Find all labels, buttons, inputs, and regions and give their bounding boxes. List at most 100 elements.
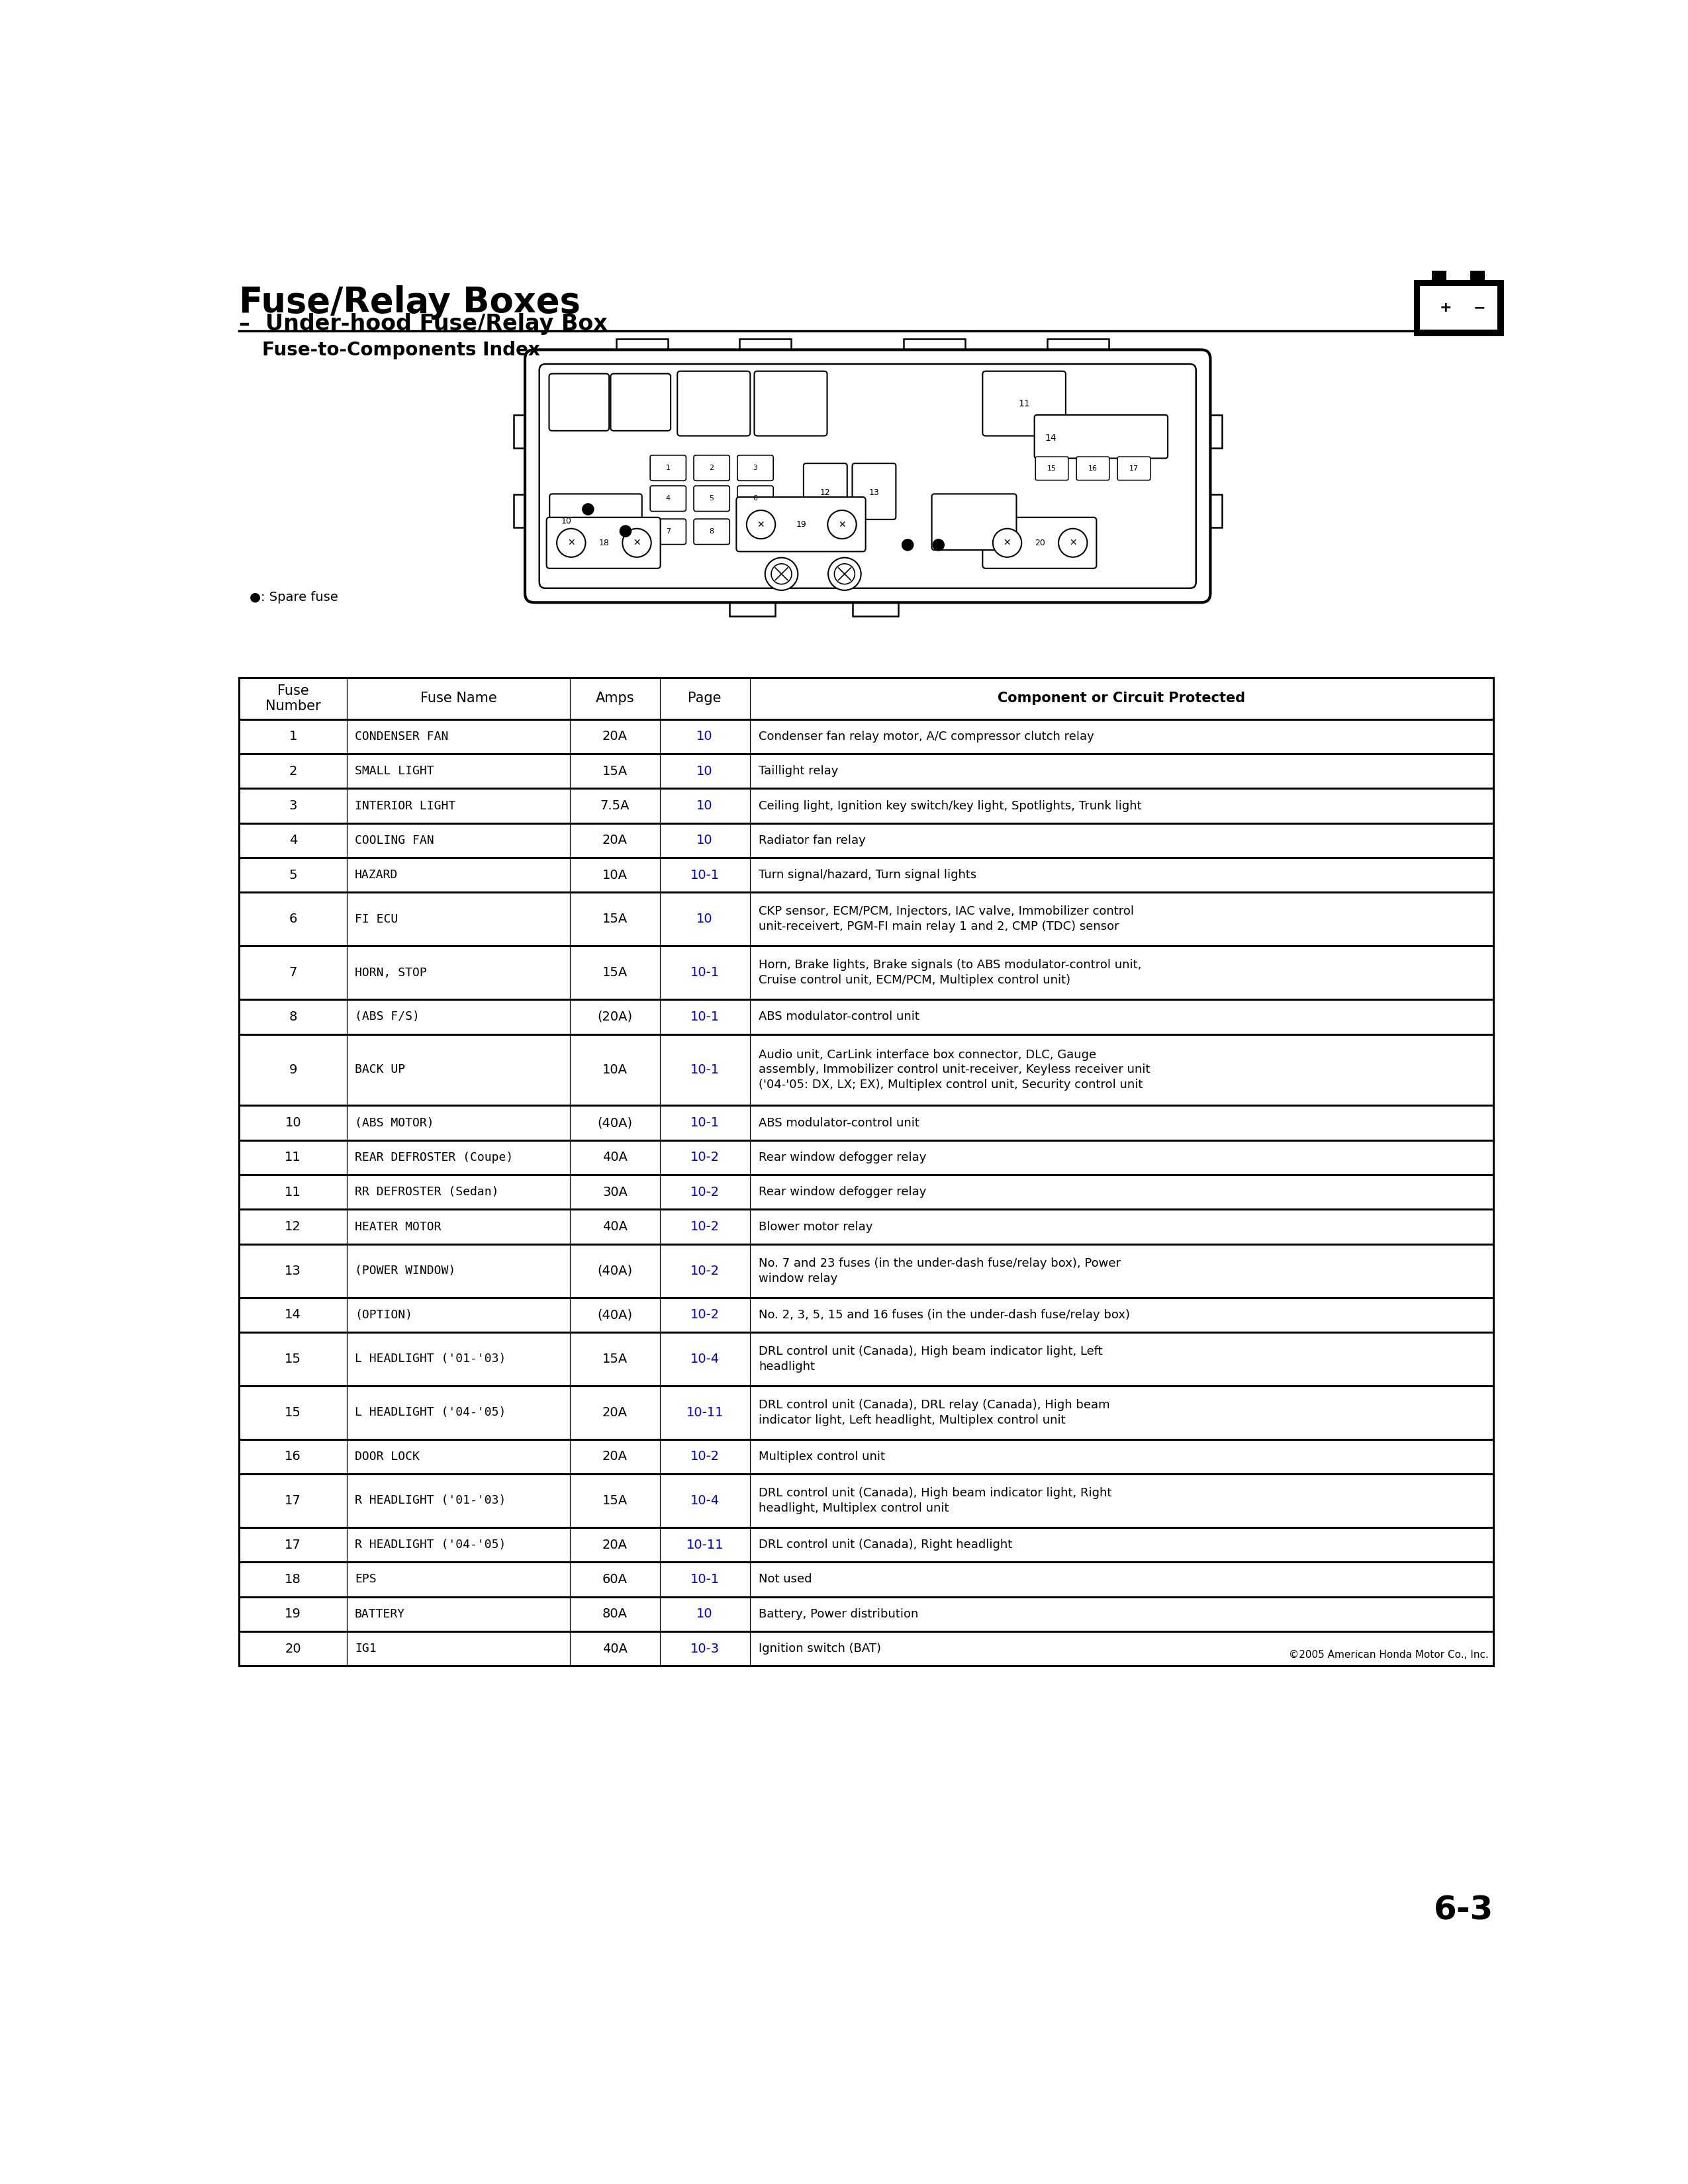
Text: 4: 4 — [289, 834, 297, 847]
Text: Blower motor relay: Blower motor relay — [760, 1221, 873, 1232]
Text: 18: 18 — [285, 1572, 300, 1586]
Text: 30A: 30A — [603, 1186, 628, 1199]
Text: 5: 5 — [289, 869, 297, 882]
Text: 40A: 40A — [603, 1642, 628, 1655]
Text: Battery, Power distribution: Battery, Power distribution — [760, 1607, 918, 1621]
Text: 18: 18 — [599, 539, 609, 548]
Text: CKP sensor, ECM/PCM, Injectors, IAC valve, Immobilizer control
unit-receivert, P: CKP sensor, ECM/PCM, Injectors, IAC valv… — [760, 906, 1134, 933]
Text: No. 2, 3, 5, 15 and 16 fuses (in the under-dash fuse/relay box): No. 2, 3, 5, 15 and 16 fuses (in the und… — [760, 1308, 1131, 1321]
FancyBboxPatch shape — [982, 518, 1097, 568]
Text: 10A: 10A — [603, 1064, 628, 1077]
Text: BATTERY: BATTERY — [354, 1607, 405, 1621]
FancyBboxPatch shape — [903, 339, 966, 360]
Text: Fuse Name: Fuse Name — [420, 692, 496, 705]
Text: 8: 8 — [709, 529, 714, 535]
Text: Fuse-to-Components Index: Fuse-to-Components Index — [262, 341, 540, 360]
Text: +: + — [1440, 301, 1452, 314]
Bar — [1420, 286, 1497, 330]
Bar — [1431, 271, 1447, 280]
Text: 10-2: 10-2 — [690, 1265, 719, 1278]
Text: (ABS MOTOR): (ABS MOTOR) — [354, 1116, 434, 1129]
Bar — [1415, 280, 1504, 336]
Text: DRL control unit (Canada), High beam indicator light, Left
headlight: DRL control unit (Canada), High beam ind… — [760, 1345, 1102, 1372]
Text: ✕: ✕ — [567, 537, 576, 548]
Text: 10-1: 10-1 — [690, 1064, 719, 1077]
Text: 10: 10 — [697, 1607, 712, 1621]
Text: 10-3: 10-3 — [690, 1642, 719, 1655]
Text: 14: 14 — [1045, 432, 1057, 443]
Text: 20A: 20A — [603, 834, 628, 847]
Circle shape — [619, 524, 631, 537]
FancyBboxPatch shape — [513, 494, 535, 529]
Text: 2: 2 — [289, 764, 297, 778]
Text: 8: 8 — [289, 1011, 297, 1022]
Text: 6-3: 6-3 — [1433, 1894, 1494, 1926]
Text: L HEADLIGHT ('01-'03): L HEADLIGHT ('01-'03) — [354, 1354, 506, 1365]
Text: Condenser fan relay motor, A/C compressor clutch relay: Condenser fan relay motor, A/C compresso… — [760, 732, 1094, 743]
Text: 20A: 20A — [603, 1450, 628, 1463]
Text: 10: 10 — [285, 1116, 300, 1129]
Text: 60A: 60A — [603, 1572, 628, 1586]
Text: L HEADLIGHT ('04-'05): L HEADLIGHT ('04-'05) — [354, 1406, 506, 1417]
Text: 15: 15 — [285, 1352, 302, 1365]
Text: 7: 7 — [665, 529, 670, 535]
Text: −: − — [1474, 301, 1485, 314]
Text: 15A: 15A — [603, 764, 628, 778]
FancyBboxPatch shape — [525, 349, 1210, 603]
FancyBboxPatch shape — [1035, 415, 1168, 459]
Text: 16: 16 — [285, 1450, 300, 1463]
Text: Rear window defogger relay: Rear window defogger relay — [760, 1186, 927, 1199]
Circle shape — [993, 529, 1021, 557]
Text: 20A: 20A — [603, 1406, 628, 1420]
Text: ABS modulator-control unit: ABS modulator-control unit — [760, 1011, 920, 1022]
FancyBboxPatch shape — [650, 485, 685, 511]
Text: Radiator fan relay: Radiator fan relay — [760, 834, 866, 847]
FancyBboxPatch shape — [513, 415, 535, 448]
Text: 15A: 15A — [603, 913, 628, 926]
Text: 13: 13 — [285, 1265, 300, 1278]
Text: (ABS F/S): (ABS F/S) — [354, 1011, 419, 1022]
Text: 15: 15 — [285, 1406, 302, 1420]
Text: 10-1: 10-1 — [690, 968, 719, 978]
Text: 10-1: 10-1 — [690, 1116, 719, 1129]
Text: 80A: 80A — [603, 1607, 628, 1621]
Text: 19: 19 — [797, 520, 807, 529]
Text: BACK UP: BACK UP — [354, 1064, 405, 1077]
Text: –  Under-hood Fuse/Relay Box: – Under-hood Fuse/Relay Box — [240, 312, 608, 334]
Text: No. 7 and 23 fuses (in the under-dash fuse/relay box), Power
window relay: No. 7 and 23 fuses (in the under-dash fu… — [760, 1258, 1121, 1284]
Text: 12: 12 — [285, 1221, 300, 1234]
Text: IG1: IG1 — [354, 1642, 376, 1655]
Text: 10-11: 10-11 — [685, 1538, 724, 1551]
Text: 6: 6 — [753, 496, 758, 502]
Text: REAR DEFROSTER (Coupe): REAR DEFROSTER (Coupe) — [354, 1151, 513, 1164]
Text: 14: 14 — [285, 1308, 300, 1321]
Text: 10-4: 10-4 — [690, 1352, 719, 1365]
Text: Component or Circuit Protected: Component or Circuit Protected — [998, 692, 1246, 705]
Text: 3: 3 — [753, 465, 758, 472]
Text: 15A: 15A — [603, 968, 628, 978]
Text: 5: 5 — [709, 496, 714, 502]
Text: (POWER WINDOW): (POWER WINDOW) — [354, 1265, 456, 1278]
Text: Fuse/Relay Boxes: Fuse/Relay Boxes — [240, 286, 581, 319]
Text: SMALL LIGHT: SMALL LIGHT — [354, 764, 434, 778]
Text: 17: 17 — [1129, 465, 1139, 472]
Text: 19: 19 — [285, 1607, 300, 1621]
Text: 10-2: 10-2 — [690, 1186, 719, 1199]
Circle shape — [827, 511, 856, 539]
FancyBboxPatch shape — [1047, 339, 1109, 360]
FancyBboxPatch shape — [738, 454, 773, 480]
FancyBboxPatch shape — [549, 373, 609, 430]
FancyBboxPatch shape — [616, 339, 667, 360]
FancyBboxPatch shape — [739, 339, 790, 360]
Text: FI ECU: FI ECU — [354, 913, 398, 926]
Text: 10-11: 10-11 — [685, 1406, 724, 1420]
Text: 11: 11 — [285, 1186, 300, 1199]
Text: 10-2: 10-2 — [690, 1308, 719, 1321]
Circle shape — [746, 511, 775, 539]
Text: (40A): (40A) — [598, 1265, 633, 1278]
FancyBboxPatch shape — [982, 371, 1065, 437]
Text: 10: 10 — [697, 834, 712, 847]
Text: 10-1: 10-1 — [690, 1011, 719, 1022]
Text: 15A: 15A — [603, 1352, 628, 1365]
Text: Multiplex control unit: Multiplex control unit — [760, 1450, 885, 1463]
